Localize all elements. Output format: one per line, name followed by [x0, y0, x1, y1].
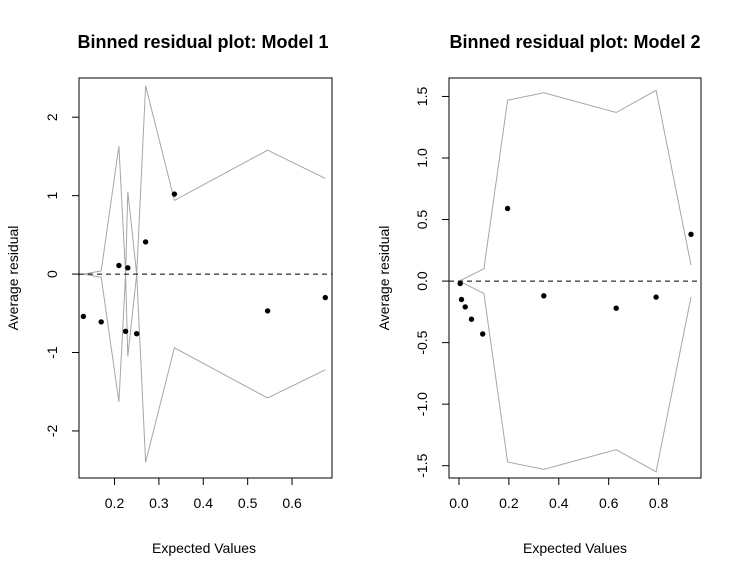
data-point [541, 293, 547, 299]
y-tick-label: 2 [44, 113, 60, 121]
x-tick-label: 0.6 [282, 495, 302, 511]
data-point [80, 313, 87, 320]
x-axis-label: Expected Values [523, 540, 627, 556]
data-point [322, 294, 328, 301]
y-tick-label: 0.0 [414, 271, 430, 291]
data-point [462, 304, 468, 310]
data-point [116, 262, 122, 269]
plot-frame [78, 77, 333, 479]
y-tick-label: 1.0 [414, 148, 430, 168]
y-tick-label: -2 [44, 425, 60, 438]
x-tick-label: 0.2 [105, 495, 125, 511]
chart-panel-model-1: Binned residual plot: Model 1 Expected V… [5, 32, 333, 556]
x-tick-label: 0.0 [449, 495, 469, 511]
y-tick-label: -1 [44, 346, 60, 359]
data-point [458, 296, 465, 303]
data-point [122, 328, 129, 334]
y-tick-label: 1.5 [414, 87, 430, 107]
chart-title: Binned residual plot: Model 2 [449, 32, 700, 52]
y-tick-label: 0 [44, 270, 60, 278]
chart-panel-model-2: Binned residual plot: Model 2 Expected V… [376, 32, 702, 556]
data-point [134, 331, 140, 337]
x-tick-label: 0.6 [599, 495, 619, 511]
x-tick-label: 0.5 [238, 495, 258, 511]
y-tick-label: 1 [44, 192, 60, 200]
data-point [653, 294, 659, 300]
plot-frame [448, 77, 702, 479]
chart-title: Binned residual plot: Model 1 [77, 32, 328, 52]
data-point [264, 308, 271, 314]
data-point [142, 239, 149, 245]
data-point [613, 305, 619, 311]
data-point [480, 331, 486, 337]
x-tick-label: 0.3 [149, 495, 169, 511]
data-point [504, 205, 511, 212]
x-tick-label: 0.4 [194, 495, 214, 511]
x-tick-label: 0.8 [649, 495, 669, 511]
data-point [125, 265, 131, 271]
band-upper-line [458, 89, 692, 282]
y-tick-label: -1.0 [414, 392, 430, 416]
data-point [688, 231, 694, 237]
band-upper-line [83, 85, 326, 275]
y-tick-label: -1.5 [414, 453, 430, 477]
y-tick-label: -0.5 [414, 330, 430, 354]
plot-marks: 0.0 0.2 0.4 0.6 0.8 -1.5 -1.0 -0.5 0.0 0.5 1.0 1.5 [414, 77, 702, 511]
data-point [457, 280, 463, 287]
x-axis-label: Expected Values [152, 540, 256, 556]
y-axis-label: Average residual [5, 226, 21, 331]
y-tick-label: 0.5 [414, 210, 430, 230]
plot-marks: 0.2 0.3 0.4 0.5 0.6 -2 -1 0 1 2 [44, 77, 333, 511]
x-tick-label: 0.2 [499, 495, 519, 511]
band-lower-line [458, 280, 692, 473]
x-tick-label: 0.4 [549, 495, 569, 511]
data-point [98, 319, 104, 325]
data-point [468, 316, 475, 322]
y-axis-label: Average residual [376, 226, 392, 331]
data-point [171, 191, 178, 197]
band-lower-line [83, 273, 326, 463]
